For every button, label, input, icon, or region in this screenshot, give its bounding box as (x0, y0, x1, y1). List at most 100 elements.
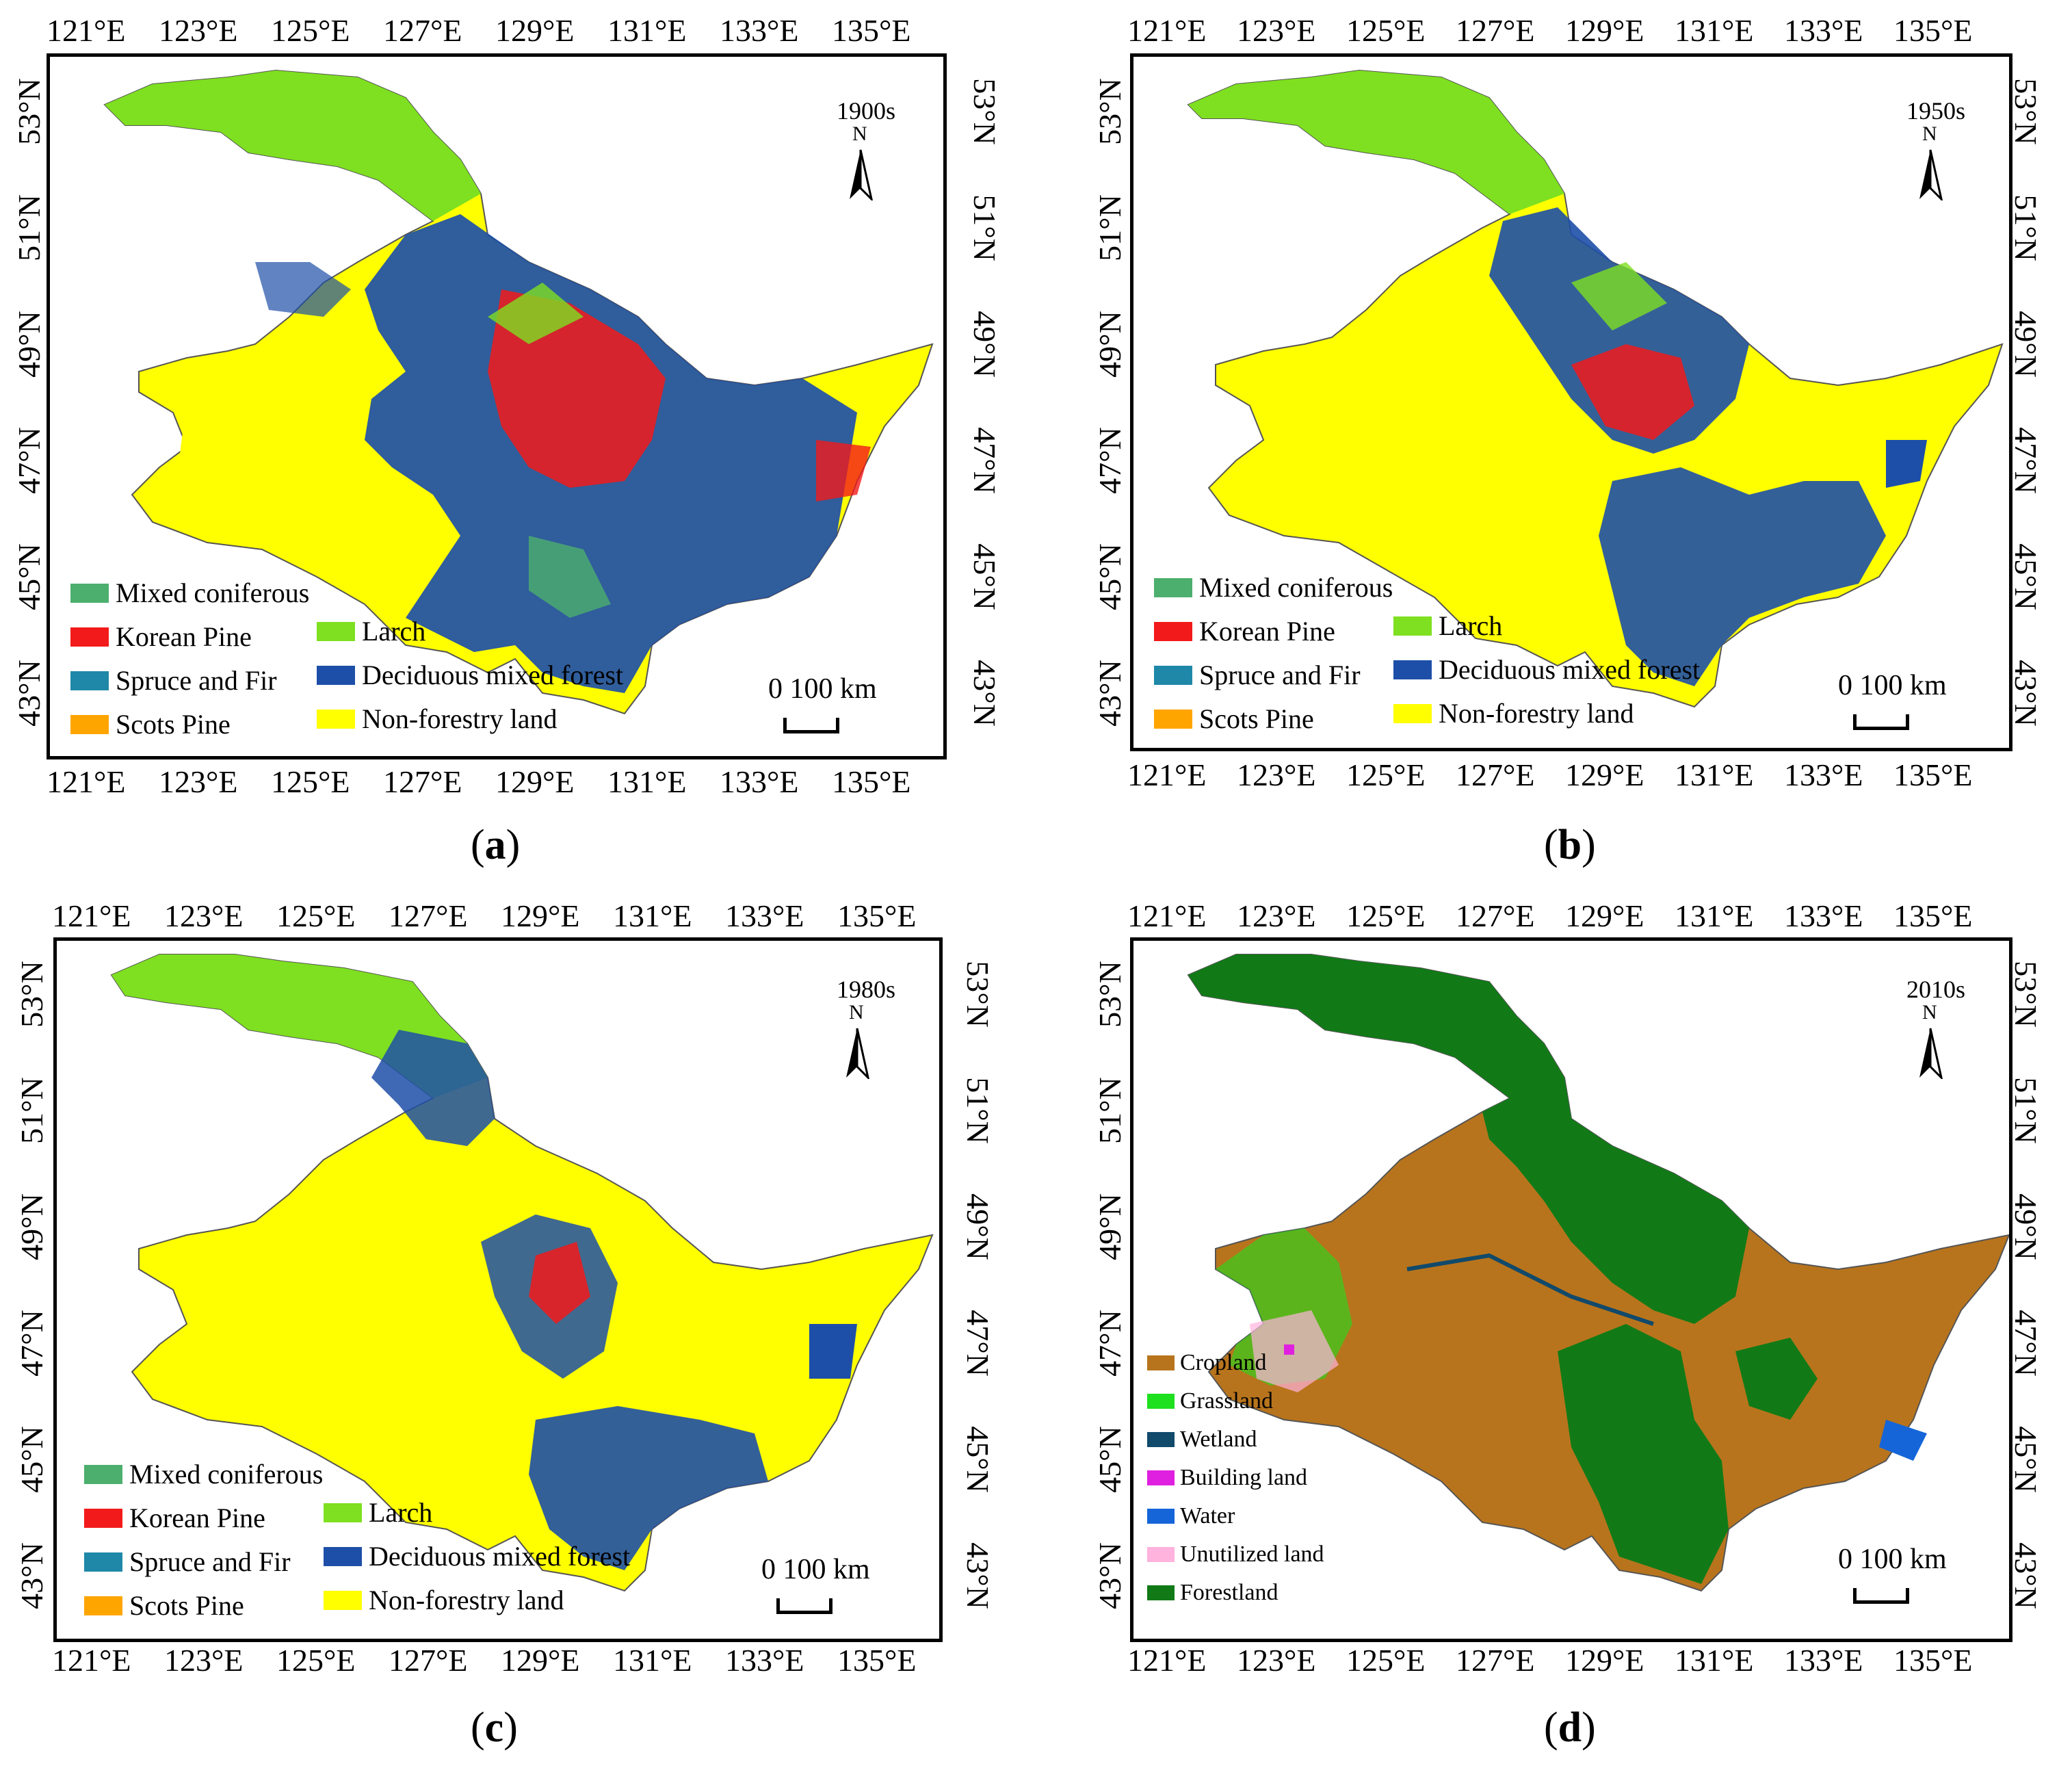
right-lat-tick: 53°N (2008, 961, 2043, 1028)
scale-text: 0 100 km (1838, 670, 1947, 701)
legend-item-korean-pine: Korean Pine (84, 1502, 265, 1534)
top-lon-tick: 127°E (1456, 898, 1535, 933)
scale-line (776, 1598, 832, 1614)
legend-label: Scots Pine (1199, 703, 1314, 734)
legend-label: Mixed coniferous (1199, 572, 1393, 603)
right-lat-tick: 51°N (2008, 194, 2043, 261)
legend-item-larch: Larch (1393, 610, 1502, 642)
panel-label: (c) (471, 1704, 518, 1751)
legend-swatch (84, 1552, 122, 1572)
bottom-lon-tick: 121°E (52, 1643, 131, 1678)
map-frame: 1980s N Mixed coniferous Korean Pine Spr… (53, 937, 943, 1642)
legend-label: Larch (362, 616, 426, 647)
bottom-lon-tick: 129°E (1565, 1643, 1644, 1678)
left-lat-tick: 43°N (11, 660, 47, 727)
left-lat-tick: 51°N (1092, 194, 1127, 261)
legend-swatch (317, 665, 355, 685)
legend-swatch (70, 627, 109, 647)
legend-item-spruce-fir: Spruce and Fir (1154, 659, 1361, 691)
left-lat-tick: 47°N (11, 427, 47, 494)
right-lat-tick: 45°N (2008, 543, 2043, 610)
legend-swatch (324, 1590, 362, 1610)
legend-item-grassland: Grassland (1147, 1388, 1273, 1414)
legend-swatch (1154, 665, 1192, 685)
left-lat-tick: 51°N (1092, 1077, 1127, 1144)
legend-swatch (317, 621, 355, 641)
bottom-lon-tick: 129°E (495, 764, 575, 799)
legend-swatch (1147, 1394, 1175, 1409)
top-lon-tick: 123°E (164, 898, 244, 933)
north-arrow: N (837, 1001, 878, 1081)
legend-item-scots-pine: Scots Pine (1154, 703, 1314, 735)
legend-item-deciduous: Deciduous mixed forest (317, 659, 623, 691)
panel-letter: d (1558, 1704, 1582, 1751)
right-lat-tick: 47°N (967, 427, 1002, 494)
top-lon-tick: 133°E (1784, 13, 1863, 48)
bottom-lon-tick: 121°E (47, 764, 126, 799)
legend-item-larch: Larch (317, 615, 425, 647)
legend-item-korean-pine: Korean Pine (1154, 615, 1335, 647)
left-lat-tick: 53°N (1092, 961, 1127, 1028)
bottom-lon-tick: 127°E (383, 764, 462, 799)
left-lat-tick: 47°N (1092, 1310, 1127, 1377)
legend-swatch (1154, 709, 1192, 729)
top-lon-tick: 125°E (1346, 898, 1426, 933)
forest-map-1950s (1187, 69, 2004, 708)
left-lat-tick: 49°N (14, 1193, 49, 1260)
top-lon-tick: 127°E (389, 898, 468, 933)
left-lat-tick: 47°N (1092, 427, 1127, 494)
right-lat-tick: 49°N (960, 1193, 995, 1260)
top-lon-tick: 129°E (1565, 898, 1644, 933)
north-arrow-icon (1919, 149, 1943, 203)
top-lon-tick: 135°E (832, 13, 911, 48)
right-lat-tick: 53°N (967, 78, 1002, 145)
legend-swatch (84, 1596, 122, 1615)
forest-map-1900s (103, 69, 934, 715)
bottom-lon-tick: 135°E (1893, 1643, 1973, 1678)
bottom-lon-tick: 123°E (159, 764, 238, 799)
scale-line (1853, 1588, 1909, 1604)
bottom-lon-tick: 125°E (1346, 757, 1426, 792)
top-lon-tick: 125°E (276, 898, 356, 933)
legend-label: Larch (1439, 610, 1503, 641)
legend-item-mixed-coniferous: Mixed coniferous (70, 577, 309, 609)
legend-label: Forestland (1180, 1580, 1278, 1605)
right-lat-tick: 45°N (967, 543, 1002, 610)
top-lon-tick: 121°E (52, 898, 131, 933)
top-lon-tick: 123°E (1237, 13, 1316, 48)
landuse-map-2010s (1187, 954, 2009, 1592)
legend-swatch (84, 1464, 122, 1484)
legend-swatch (324, 1503, 362, 1522)
left-lat-tick: 47°N (14, 1310, 49, 1377)
bottom-lon-tick: 125°E (271, 764, 350, 799)
legend-label: Larch (369, 1497, 433, 1528)
legend-label: Scots Pine (116, 709, 231, 740)
north-label: N (1922, 122, 1937, 145)
legend-label: Spruce and Fir (129, 1546, 291, 1577)
right-lat-tick: 43°N (2008, 660, 2043, 727)
right-lat-tick: 49°N (967, 311, 1002, 378)
legend-item-deciduous: Deciduous mixed forest (324, 1540, 630, 1572)
bottom-lon-tick: 121°E (1127, 757, 1207, 792)
top-lon-tick: 125°E (1346, 13, 1426, 48)
legend-item-building: Building land (1147, 1465, 1307, 1491)
bottom-lon-tick: 131°E (1675, 757, 1754, 792)
top-lon-tick: 121°E (1127, 13, 1207, 48)
left-lat-tick: 43°N (14, 1542, 49, 1609)
top-lon-tick: 121°E (1127, 898, 1207, 933)
legend-item-nonforestry: Non-forestry land (1393, 697, 1634, 729)
legend-item-nonforestry: Non-forestry land (324, 1584, 564, 1616)
legend-swatch (1154, 621, 1192, 641)
legend-label: Cropland (1180, 1350, 1267, 1375)
decade-label: 1900s (837, 97, 896, 125)
legend-item-deciduous: Deciduous mixed forest (1393, 653, 1700, 686)
legend-swatch (1147, 1509, 1175, 1524)
top-lon-tick: 131°E (613, 898, 692, 933)
bottom-lon-tick: 133°E (720, 764, 799, 799)
decade-label: 1950s (1906, 97, 1966, 125)
legend-label: Non-forestry land (1439, 698, 1634, 729)
legend-swatch (1393, 660, 1432, 679)
map-frame: 1950s N Mixed coniferous Korean Pine Spr… (1130, 53, 2012, 751)
legend-label: Building land (1180, 1465, 1308, 1490)
decade-label: 1980s (837, 976, 896, 1003)
